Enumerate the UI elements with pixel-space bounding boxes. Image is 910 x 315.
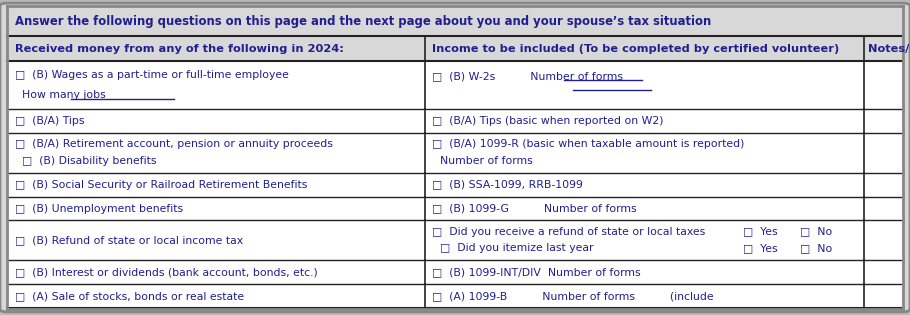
Text: □  (B) W-2s          Number of forms: □ (B) W-2s Number of forms — [432, 71, 623, 81]
Text: □  (B) Wages as a part-time or full-time employee: □ (B) Wages as a part-time or full-time … — [15, 70, 288, 80]
Text: Answer the following questions on this page and the next page about you and your: Answer the following questions on this p… — [15, 14, 711, 28]
FancyBboxPatch shape — [0, 3, 910, 312]
Bar — [8, 7, 902, 36]
Text: □  Yes: □ Yes — [743, 226, 778, 237]
Bar — [8, 173, 902, 197]
Text: Notes/C: Notes/C — [868, 43, 910, 54]
Text: □  (B) Refund of state or local income tax: □ (B) Refund of state or local income ta… — [15, 235, 243, 245]
Bar — [8, 36, 902, 61]
Text: □  (B/A) Tips: □ (B/A) Tips — [15, 116, 84, 126]
Bar — [8, 260, 902, 284]
Text: □  (B) Social Security or Railroad Retirement Benefits: □ (B) Social Security or Railroad Retire… — [15, 180, 307, 190]
Text: □  (B) W-2s          Number of forms: □ (B) W-2s Number of forms — [0, 314, 1, 315]
Bar — [8, 197, 902, 220]
Bar — [8, 220, 902, 260]
Text: □  (B) Unemployment benefits: □ (B) Unemployment benefits — [15, 203, 183, 214]
Text: Income to be included (To be completed by certified volunteer): Income to be included (To be completed b… — [432, 43, 840, 54]
Text: □  (A) Sale of stocks, bonds or real estate: □ (A) Sale of stocks, bonds or real esta… — [15, 291, 244, 301]
Text: □  No: □ No — [800, 243, 832, 253]
Bar — [8, 284, 902, 308]
Text: How many jobs: How many jobs — [22, 90, 106, 100]
Text: □  Did you itemize last year: □ Did you itemize last year — [440, 243, 593, 253]
Text: □  (B/A) Retirement account, pension or annuity proceeds: □ (B/A) Retirement account, pension or a… — [15, 139, 332, 149]
Text: □  (A) 1099-B          Number of forms          (include: □ (A) 1099-B Number of forms (include — [432, 291, 713, 301]
Text: □  (B) Interest or dividends (bank account, bonds, etc.): □ (B) Interest or dividends (bank accoun… — [15, 267, 318, 277]
Text: □  Yes: □ Yes — [743, 243, 778, 253]
Text: □  Did you receive a refund of state or local taxes: □ Did you receive a refund of state or l… — [432, 226, 705, 237]
Text: □  (B) 1099-INT/DIV  Number of forms: □ (B) 1099-INT/DIV Number of forms — [432, 267, 641, 277]
Bar — [8, 109, 902, 133]
Text: Number of forms: Number of forms — [440, 156, 532, 166]
Text: □  No: □ No — [800, 226, 832, 237]
Bar — [8, 61, 902, 109]
Text: □  (B/A) 1099-R (basic when taxable amount is reported): □ (B/A) 1099-R (basic when taxable amoun… — [432, 139, 744, 149]
Text: □  (B) 1099-G          Number of forms: □ (B) 1099-G Number of forms — [432, 203, 637, 214]
Text: □  (B/A) Tips (basic when reported on W2): □ (B/A) Tips (basic when reported on W2) — [432, 116, 663, 126]
Text: □  (B) SSA-1099, RRB-1099: □ (B) SSA-1099, RRB-1099 — [432, 180, 583, 190]
Text: Received money from any of the following in 2024:: Received money from any of the following… — [15, 43, 343, 54]
Text: □  (B) Disability benefits: □ (B) Disability benefits — [22, 156, 157, 166]
Bar — [8, 133, 902, 173]
